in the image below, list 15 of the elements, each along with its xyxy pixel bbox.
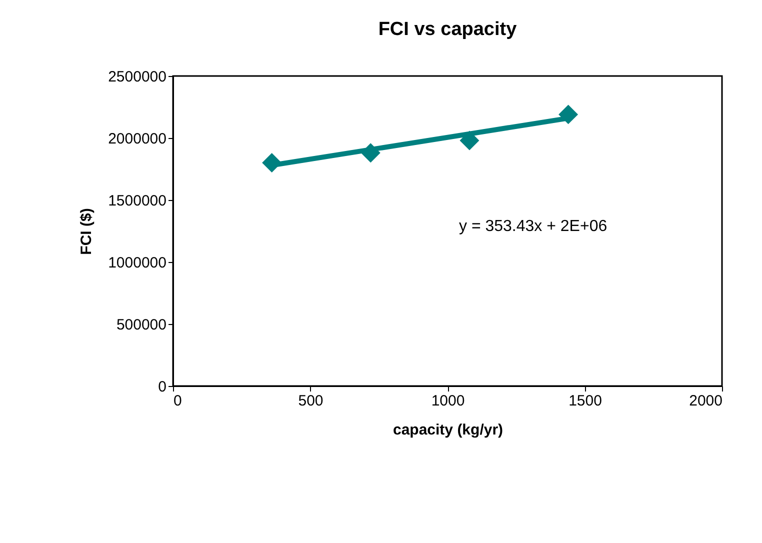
y-tick-label: 2000000 [108,130,166,148]
y-tick-label: 1000000 [108,254,166,272]
y-tick-label: 0 [158,378,166,396]
annotation: y = 353.43x + 2E+06 [459,218,608,235]
y-tick-label: 2500000 [108,68,166,86]
y-tick-label: 500000 [116,316,166,334]
x-tick-label: 0 [174,392,182,410]
x-tick-label: 1500 [568,392,602,410]
y-tick-label: 1500000 [108,192,166,210]
x-tick-label: 2000 [689,392,722,410]
y-axis-title: FCI ($) [78,208,96,255]
x-tick-label: 500 [298,392,324,410]
x-axis-title: capacity (kg/yr) [392,422,504,438]
chart-title: FCI vs capacity [378,19,518,40]
x-tick-label: 1000 [431,392,465,410]
